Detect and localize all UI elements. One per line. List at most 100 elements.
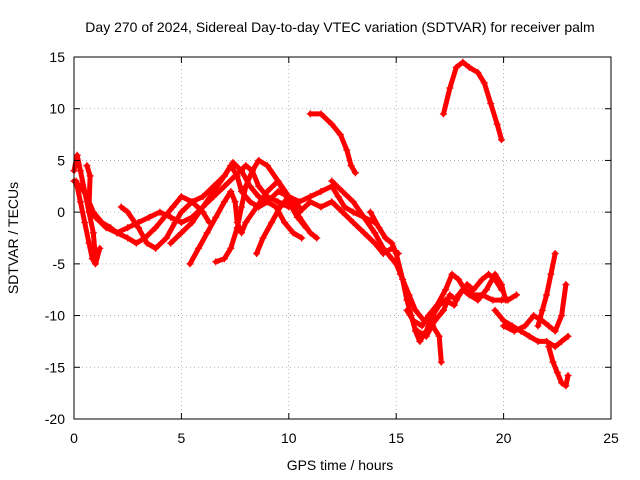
data-point [366,208,374,216]
data-point [238,203,246,211]
data-point [465,291,473,299]
data-point [73,151,81,159]
data-point [375,224,383,232]
data-point [446,84,454,92]
data-point [371,229,379,237]
data-point [253,203,261,211]
data-point [143,239,151,247]
data-point [306,229,314,237]
data-point [91,260,99,268]
data-point [452,296,460,304]
data-point [489,296,497,304]
data-point [293,213,301,221]
data-point [88,255,96,263]
data-point [553,368,561,376]
data-point [195,244,203,252]
data-point [510,327,518,335]
data-point [263,187,271,195]
data-point [233,224,241,232]
data-point [480,79,488,87]
data-point [167,213,175,221]
data-point [306,110,314,118]
data-point [81,218,89,226]
series-arc-9 [253,182,379,258]
data-point [276,203,284,211]
data-point [238,229,246,237]
data-point [349,218,357,226]
data-point [491,306,499,314]
data-point [412,306,420,314]
data-point [497,136,505,144]
data-point [491,270,499,278]
data-point [521,322,529,330]
data-point [285,193,293,201]
data-point [439,110,447,118]
data-point [474,296,482,304]
data-point [558,379,566,387]
data-point [547,270,555,278]
data-point [274,177,282,185]
data-point [124,208,132,216]
data-point [459,286,467,294]
data-point [86,172,94,180]
data-point [433,301,441,309]
data-point [399,275,407,283]
data-point [89,229,97,237]
data-point [371,239,379,247]
data-point [177,193,185,201]
series-line [546,344,571,389]
data-point [102,224,110,232]
data-point [306,198,314,206]
series-arc-20 [545,343,572,390]
data-point [534,337,542,345]
data-point [392,250,400,258]
data-point [238,167,246,175]
data-point [76,167,84,175]
series-line [535,251,558,329]
data-point [418,322,426,330]
y-axis-ticks: 15 10 5 0 -5 -10 -15 -20 [45,49,611,427]
data-point [296,198,304,206]
data-point [388,255,396,263]
data-point [551,250,559,258]
data-point [231,198,239,206]
data-point [442,286,450,294]
data-point [296,208,304,216]
series-arc-15 [414,270,510,340]
data-point [85,239,93,247]
y-tick-label: 5 [57,152,65,168]
data-point [545,343,553,351]
data-point [242,162,250,170]
data-point [171,218,179,226]
data-point [203,229,211,237]
data-point [343,146,351,154]
data-point [446,291,454,299]
data-point [289,229,297,237]
x-axis-ticks: 0 5 10 15 20 25 [70,57,619,446]
data-point [317,203,325,211]
data-point [431,317,439,325]
data-point [188,218,196,226]
data-point [551,327,559,335]
data-point [328,177,336,185]
data-point [220,182,228,190]
data-point [551,343,559,351]
data-point [328,120,336,128]
data-point [474,69,482,77]
series-line [492,307,571,350]
y-tick-label: -15 [45,359,65,375]
series-arc-10 [306,110,359,177]
data-point [437,358,445,366]
data-point [500,322,508,330]
data-point [534,322,542,330]
data-point [422,332,430,340]
data-point [274,187,282,195]
data-point [263,198,271,206]
data-point [220,255,228,263]
data-point [76,182,84,190]
x-tick-label: 15 [388,430,404,446]
x-axis-title: GPS time / hours [287,457,394,473]
data-point [199,193,207,201]
data-point [253,250,261,258]
chart-title: Day 270 of 2024, Sidereal Day-to-day VTE… [85,19,594,35]
